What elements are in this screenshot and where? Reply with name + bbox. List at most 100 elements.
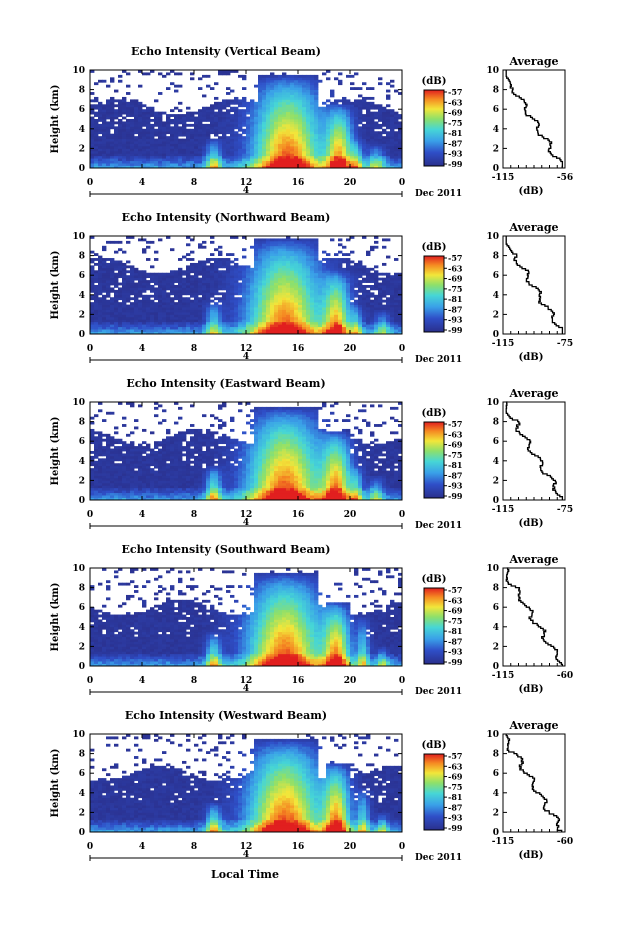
heatmap-cell [342,160,347,164]
heatmap-cell [298,104,303,108]
heatmap-cell [198,314,203,318]
heatmap-cell [278,275,283,279]
heatmap-cell [190,258,195,261]
heatmap-cell [378,331,383,335]
heatmap-cell [358,262,363,266]
heatmap-cell [354,165,359,169]
heatmap-cell [118,101,123,105]
heatmap-cell [210,141,215,144]
heatmap-cell [290,101,295,105]
heatmap-cell [322,114,327,117]
heatmap-cell [326,302,331,305]
heatmap-cell [322,160,327,164]
heatmap-cell [162,121,167,125]
heatmap-cell [314,119,319,122]
heatmap-cell [102,453,107,457]
heatmap-cell [326,294,331,298]
heatmap-cell [298,99,303,103]
heatmap-cell [122,329,127,332]
heatmap-cell [286,89,291,93]
heatmap-cell [230,277,235,281]
heatmap-cell [398,136,403,139]
heatmap-cell [114,329,119,332]
heatmap-cell [102,280,107,283]
heatmap-cell [306,285,311,288]
heatmap-cell [110,136,115,139]
heatmap-cell [94,141,99,144]
heatmap-cell [342,150,347,154]
heatmap-cell [94,470,99,474]
heatmap-cell [162,297,167,301]
heatmap-cell [266,289,271,293]
heatmap-cell [346,160,351,164]
heatmap-cell [178,309,183,313]
heatmap-cell [234,307,239,310]
heatmap-cell [302,138,307,142]
heatmap-cell [162,126,167,130]
heatmap-cell [110,96,115,100]
heatmap-cell [350,138,355,142]
heatmap-cell [370,299,375,303]
heatmap-cell [226,270,231,274]
heatmap-cell [374,285,379,288]
heatmap-cell [302,314,307,318]
heatmap-cell [314,309,319,313]
heatmap-cell [106,123,111,127]
heatmap-cell [214,133,219,137]
heatmap-cell [306,299,311,303]
heatmap-cell [370,165,375,169]
heatmap-cell [266,77,271,81]
heatmap-cell [398,329,403,332]
heatmap-cell [162,280,167,283]
heatmap-cell [114,133,119,137]
heatmap-cell [218,292,223,296]
heatmap-cell [362,133,367,137]
heatmap-cell [178,287,183,291]
heatmap-cell [114,143,119,147]
heatmap-cell [94,299,99,303]
heatmap-cell [314,316,319,320]
heatmap-cell [270,131,275,135]
heatmap-cell [194,270,199,274]
heatmap-cell [266,292,271,296]
heatmap-cell [114,280,119,283]
heatmap-cell [330,158,335,162]
heatmap-cell [174,309,179,313]
heatmap-cell [110,101,115,105]
heatmap-cell [198,262,203,266]
heatmap-cell [230,163,235,166]
heatmap-cell [94,436,99,440]
heatmap-cell [294,160,299,164]
heatmap-cell [246,272,251,276]
heatmap-cell [118,248,123,252]
heatmap-cell [338,136,343,139]
heatmap-cell [298,311,303,315]
heatmap-cell [294,265,299,269]
heatmap-cell [390,285,395,288]
heatmap-cell [206,282,211,286]
heatmap-cell [110,448,115,452]
heatmap-cell [186,116,191,120]
heatmap-cell [318,138,323,142]
heatmap-cell [114,309,119,313]
heatmap-cell [290,299,295,303]
heatmap-cell [302,163,307,166]
heatmap-cell [342,99,347,103]
heatmap-cell [278,272,283,276]
heatmap-cell [358,155,363,159]
heatmap-cell [178,143,183,147]
heatmap-cell [210,109,215,113]
heatmap-cell [210,324,215,328]
heatmap-cell [358,314,363,318]
heatmap-cell [118,133,123,137]
y-tick-label: 2 [79,144,85,154]
heatmap-cell [246,141,251,144]
heatmap-cell [126,143,131,147]
heatmap-cell [198,160,203,164]
heatmap-cell [122,275,127,279]
heatmap-cell [202,260,207,264]
heatmap-cell [398,302,403,305]
heatmap-cell [290,311,295,315]
heatmap-cell [142,128,147,132]
heatmap-cell [178,311,183,315]
